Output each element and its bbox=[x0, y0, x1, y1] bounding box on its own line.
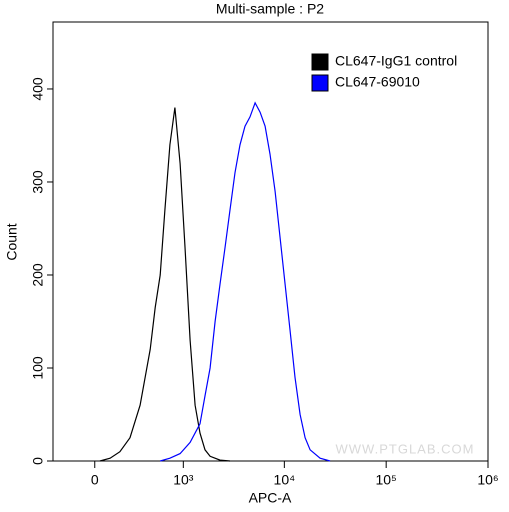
x-axis-label: APC-A bbox=[249, 490, 292, 506]
y-tick-label: 0 bbox=[30, 457, 46, 465]
y-axis-label: Count bbox=[4, 223, 20, 260]
y-tick-label: 400 bbox=[30, 77, 46, 101]
watermark: WWW.PTGLAB.COM bbox=[336, 441, 475, 456]
legend-swatch bbox=[311, 53, 329, 71]
plot-frame bbox=[52, 21, 489, 462]
y-tick-label: 200 bbox=[30, 263, 46, 287]
y-tick-label: 100 bbox=[30, 356, 46, 380]
x-tick-label: 10⁴ bbox=[274, 472, 296, 488]
legend-swatch bbox=[311, 74, 329, 92]
histogram-curve bbox=[99, 107, 231, 462]
legend-label: CL647-IgG1 control bbox=[335, 53, 457, 69]
x-tick-label: 10⁵ bbox=[375, 472, 396, 488]
histogram-curve bbox=[160, 101, 331, 462]
legend-label: CL647-69010 bbox=[335, 74, 420, 90]
y-tick-label: 300 bbox=[30, 170, 46, 194]
x-tick-label: 0 bbox=[91, 472, 99, 488]
x-tick-label: 10⁶ bbox=[477, 472, 498, 488]
x-tick-label: 10³ bbox=[173, 472, 194, 488]
chart-title: Multi-sample : P2 bbox=[216, 1, 324, 17]
